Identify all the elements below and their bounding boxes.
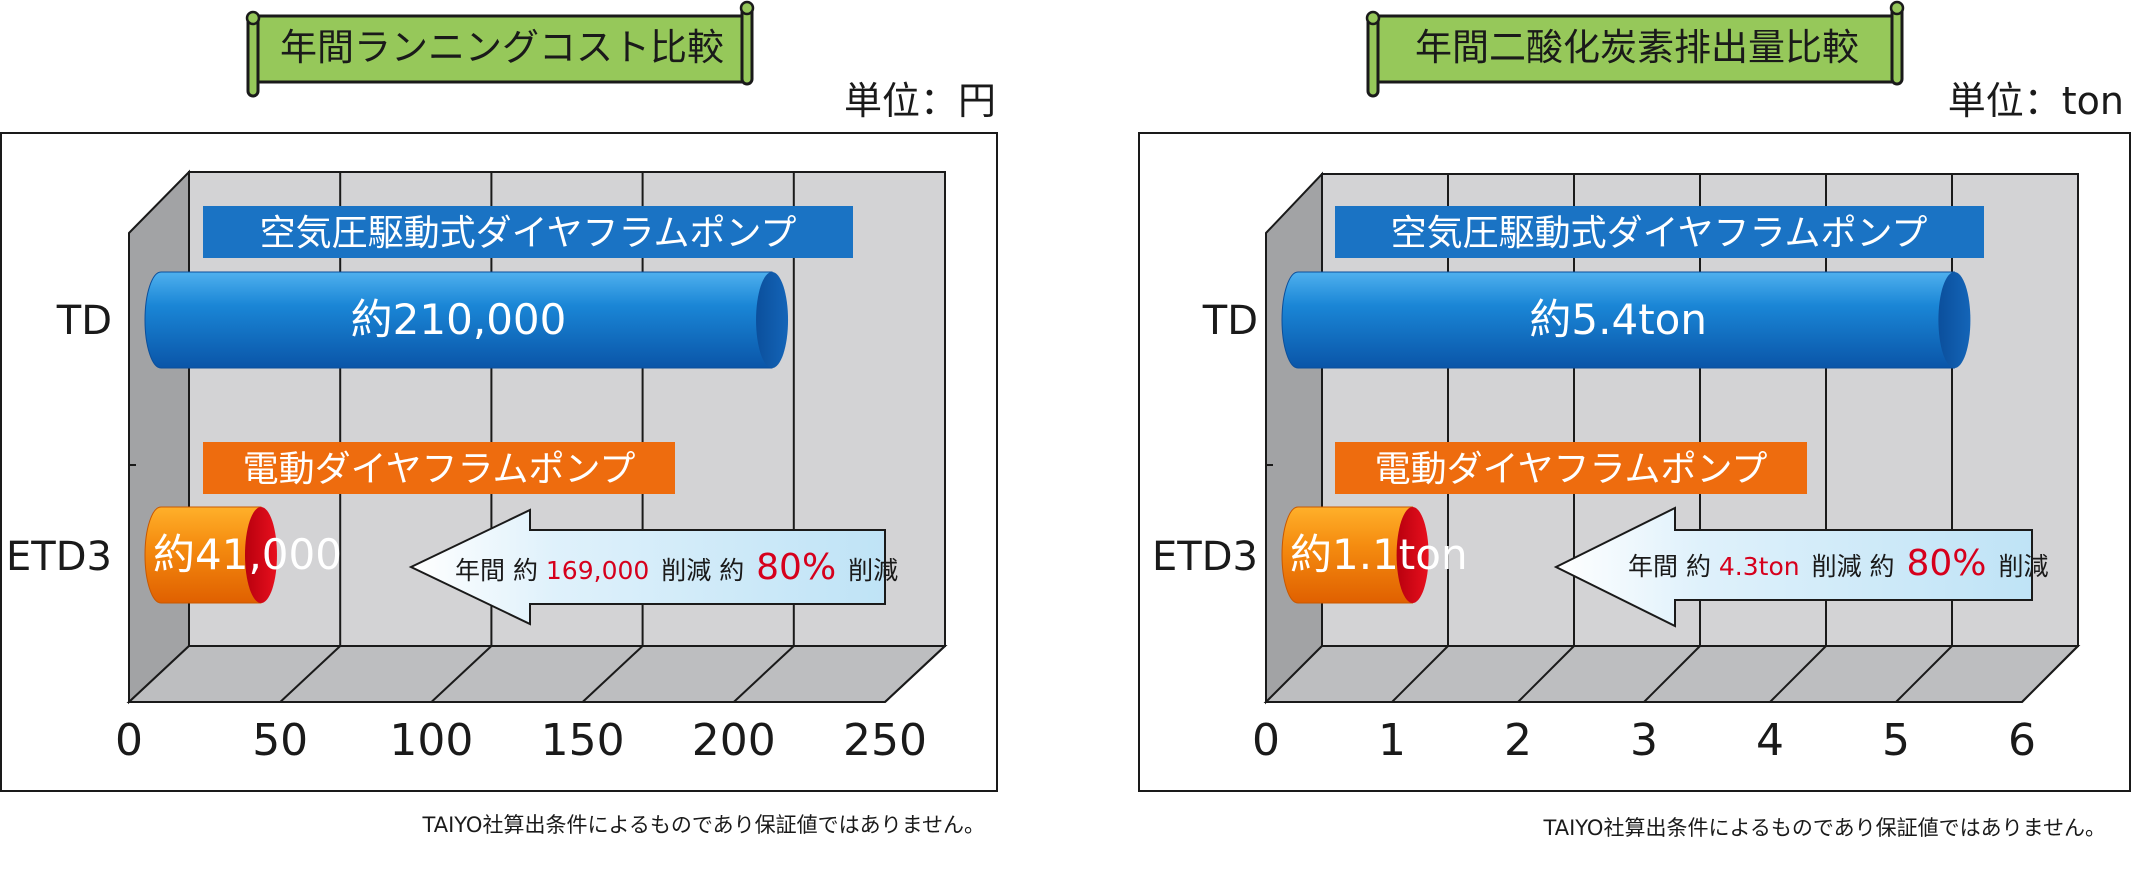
category-label-etd3: ETD3 [6, 534, 112, 580]
grid-line-floor [279, 645, 341, 703]
legend-label-air-pump: 空気圧駆動式ダイヤフラムポンプ [1391, 213, 1928, 254]
grid-line-floor [430, 645, 493, 703]
x-tick-label: 50 [252, 715, 308, 766]
savings-percent: 80% [1906, 543, 1986, 584]
bar-air-pump [144, 271, 773, 369]
savings-amount: 169,000 [546, 556, 649, 585]
savings-mid: 削減 約 [661, 556, 744, 585]
legend-label-electric-pump: 電動ダイヤフラムポンプ [243, 449, 636, 490]
bar-air-pump [1281, 271, 1955, 369]
bar-electric-pump [144, 506, 262, 604]
bar-electric-pump [1281, 506, 1414, 604]
x-tick-label: 250 [843, 715, 927, 766]
savings-amount: 4.3ton [1719, 552, 1800, 581]
grid-line-floor [1643, 645, 1701, 703]
x-tick-label: 4 [1756, 715, 1784, 766]
savings-mid: 削減 約 [1812, 552, 1895, 581]
savings-arrow [408, 508, 886, 626]
legend-box-electric-pump [1335, 442, 1807, 494]
savings-suffix: 削減 [848, 556, 898, 585]
data-label: 約5.4ton [1529, 295, 1707, 344]
savings-prefix: 年間 約 [1628, 552, 1711, 581]
title-banner: 年間二酸化炭素排出量比較 [1365, 0, 1905, 98]
x-tick-labels: 0 1 2 3 4 5 6 [1252, 715, 2036, 766]
savings-suffix: 削減 [1998, 552, 2048, 581]
bar-air-pump-cap [1938, 272, 1971, 368]
category-label-td: TD [56, 298, 112, 344]
legend-box-air-pump [1335, 206, 1984, 258]
footnote: TAIYO社算出条件によるものであり保証値ではありません。 [422, 813, 986, 837]
x-tick-labels: 0 50 100 150 200 250 [115, 715, 927, 766]
x-tick-label: 0 [115, 715, 143, 766]
grid-line-floor [2021, 645, 2079, 703]
x-tick-label: 1 [1378, 715, 1406, 766]
x-tick-label: 100 [389, 715, 473, 766]
data-label: 約1.1ton [1290, 530, 1468, 579]
grid-line-floor [581, 645, 644, 703]
savings-prefix: 年間 約 [455, 556, 538, 585]
unit-label: 単位：ton [1948, 79, 2124, 123]
x-tick-label: 5 [1882, 715, 1910, 766]
co2-emission-chart: 年間二酸化炭素排出量比較 単位：ton 0 1 2 3 4 5 6 TD ETD3 空気圧駆… [1138, 0, 2131, 840]
savings-text: 年間 約 169,000 削減 約 80% 削減 [455, 547, 898, 588]
grid-line-floor [1517, 645, 1575, 703]
legend-box-electric-pump [203, 442, 675, 494]
unit-label: 単位：円 [844, 79, 996, 123]
grid-line-floor [1895, 645, 1953, 703]
x-tick-label: 150 [541, 715, 625, 766]
chart-title: 年間ランニングコスト比較 [280, 26, 724, 69]
chart-title: 年間二酸化炭素排出量比較 [1415, 26, 1859, 69]
legend-box-air-pump [203, 206, 853, 258]
data-label: 約210,000 [351, 295, 567, 344]
category-label-etd3: ETD3 [1152, 534, 1258, 580]
plot-floor [126, 645, 948, 703]
x-tick-label: 2 [1504, 715, 1532, 766]
grid-line-floor [1769, 645, 1827, 703]
bar-electric-pump-cap [244, 507, 277, 603]
bar-air-pump-cap [756, 272, 789, 368]
x-tick-label: 0 [1252, 715, 1280, 766]
footnote: TAIYO社算出条件によるものであり保証値ではありません。 [1543, 816, 2107, 840]
x-tick-label: 6 [2008, 715, 2036, 766]
grid-line-floor [733, 645, 795, 703]
grid-line-floor [1391, 645, 1449, 703]
x-tick-label: 200 [692, 715, 776, 766]
savings-text: 年間 約 4.3ton 削減 約 80% 削減 [1628, 543, 2048, 584]
plot-side-wall [1265, 171, 1323, 705]
x-tick-label: 3 [1630, 715, 1658, 766]
grid-line-floor [884, 645, 946, 703]
legend-label-air-pump: 空気圧駆動式ダイヤフラムポンプ [260, 213, 797, 254]
category-label-td: TD [1202, 298, 1258, 344]
savings-arrow [1553, 506, 2033, 628]
legend-label-electric-pump: 電動ダイヤフラムポンプ [1375, 449, 1768, 490]
plot-side-wall [128, 169, 190, 705]
bar-electric-pump-cap [1396, 507, 1429, 603]
savings-percent: 80% [756, 547, 836, 588]
data-label: 約41,000 [153, 530, 342, 579]
title-banner: 年間ランニングコスト比較 [245, 0, 755, 98]
running-cost-chart: 年間ランニングコスト比較 単位：円 0 50 100 150 200 250 TD ETD… [0, 0, 998, 837]
